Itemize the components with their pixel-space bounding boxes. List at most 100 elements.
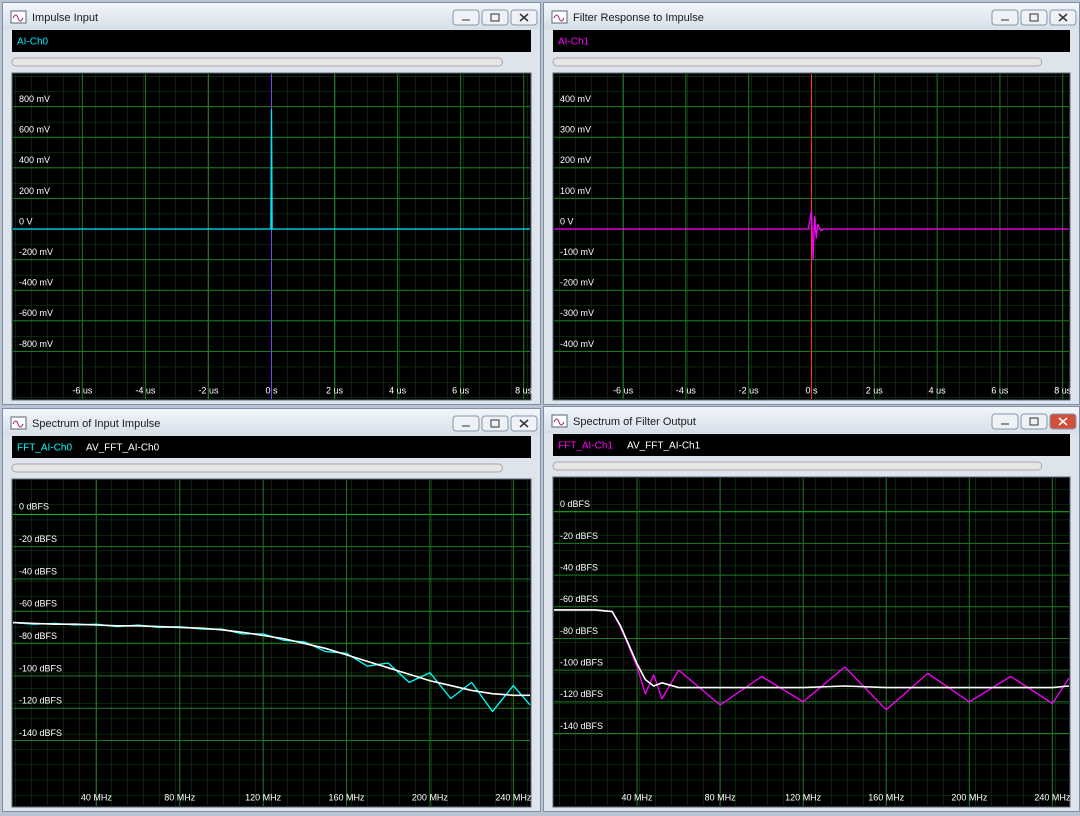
series-line: [554, 209, 1069, 261]
maximize-glyph: [1029, 13, 1039, 22]
minimize-button[interactable]: [452, 415, 480, 432]
maximize-glyph: [490, 13, 500, 22]
window-icon-wave: [553, 14, 565, 22]
x-tick-label: 200 MHz: [412, 792, 449, 802]
legend-strip: [553, 434, 1070, 456]
maximize-button[interactable]: [481, 9, 509, 26]
y-tick-label: 400 mV: [560, 94, 591, 104]
y-tick-label: -80 dBFS: [560, 626, 598, 636]
window-icon-wave: [12, 14, 24, 22]
window-title: Filter Response to Impulse: [573, 12, 704, 24]
scroll-bar[interactable]: [11, 463, 503, 473]
close-glyph: [519, 419, 529, 428]
x-tick-label: -4 us: [676, 385, 697, 395]
x-tick-label: 4 us: [389, 385, 407, 395]
x-tick-label: 40 MHz: [622, 792, 654, 802]
x-tick-label: 2 us: [326, 385, 344, 395]
y-tick-label: 800 mV: [19, 94, 50, 104]
series-line: [554, 609, 1070, 689]
maximize-button[interactable]: [1020, 9, 1048, 26]
x-tick-label: -4 us: [135, 385, 156, 395]
x-tick-label: -6 us: [613, 385, 634, 395]
legend-label: AV_FFT_AI-Ch1: [627, 441, 701, 452]
scroll-bar[interactable]: [552, 461, 1043, 471]
y-tick-label: 300 mV: [560, 125, 591, 135]
legend-label: AV_FFT_AI-Ch0: [86, 443, 160, 454]
y-tick-label: 200 mV: [19, 186, 50, 196]
y-tick-label: -140 dBFS: [19, 728, 62, 738]
y-tick-label: -120 dBFS: [560, 689, 603, 699]
y-tick-label: 0 V: [19, 216, 33, 226]
x-tick-label: 80 MHz: [164, 792, 196, 802]
x-tick-label: 8 us: [515, 385, 533, 395]
x-tick-label: 6 us: [452, 385, 470, 395]
x-tick-label: -2 us: [198, 385, 219, 395]
maximize-glyph: [1029, 417, 1039, 426]
legend-strip: [12, 30, 531, 52]
window-title: Impulse Input: [32, 12, 98, 24]
close-glyph: [1058, 417, 1068, 426]
y-tick-label: -200 mV: [560, 278, 594, 288]
x-tick-label: 160 MHz: [329, 792, 366, 802]
title-bar: [3, 3, 540, 29]
x-tick-label: 6 us: [991, 385, 1009, 395]
y-tick-label: 100 mV: [560, 186, 591, 196]
title-bar: [3, 409, 540, 435]
x-tick-label: 80 MHz: [705, 792, 737, 802]
close-glyph: [519, 13, 529, 22]
y-tick-label: -60 dBFS: [560, 594, 598, 604]
y-tick-label: -300 mV: [560, 308, 594, 318]
y-tick-label: -20 dBFS: [19, 534, 57, 544]
maximize-button[interactable]: [481, 415, 509, 432]
title-bar: [544, 407, 1079, 433]
y-tick-label: -200 mV: [19, 247, 53, 257]
minor-grid: [13, 480, 530, 806]
x-tick-label: 200 MHz: [951, 792, 988, 802]
x-tick-label: 120 MHz: [245, 792, 282, 802]
y-tick-label: -100 dBFS: [19, 663, 62, 673]
x-tick-label: -2 us: [739, 385, 760, 395]
minimize-button[interactable]: [452, 9, 480, 26]
scroll-bar[interactable]: [552, 57, 1043, 67]
y-tick-label: -40 dBFS: [560, 562, 598, 572]
y-tick-label: -60 dBFS: [19, 599, 57, 609]
y-tick-label: 600 mV: [19, 125, 50, 135]
y-tick-label: -400 mV: [19, 278, 53, 288]
y-tick-label: -80 dBFS: [19, 631, 57, 641]
x-tick-label: 160 MHz: [868, 792, 905, 802]
legend-label: AI-Ch1: [558, 37, 590, 48]
y-tick-label: -140 dBFS: [560, 721, 603, 731]
y-tick-label: -100 dBFS: [560, 658, 603, 668]
y-tick-label: 200 mV: [560, 155, 591, 165]
x-tick-label: 4 us: [929, 385, 947, 395]
x-tick-label: 40 MHz: [81, 792, 113, 802]
y-tick-label: -600 mV: [19, 308, 53, 318]
legend-label: AI-Ch0: [17, 37, 49, 48]
x-tick-label: 240 MHz: [495, 792, 532, 802]
y-tick-label: -800 mV: [19, 339, 53, 349]
y-tick-label: 0 dBFS: [560, 499, 590, 509]
window-icon-wave: [12, 420, 24, 428]
legend-label: FFT_AI-Ch0: [17, 443, 72, 454]
x-tick-label: 8 us: [1054, 385, 1072, 395]
series-line: [13, 109, 530, 230]
minor-grid: [554, 478, 1069, 806]
minimize-button[interactable]: [991, 9, 1019, 26]
title-bar: [544, 3, 1079, 29]
y-tick-label: -20 dBFS: [560, 531, 598, 541]
y-tick-label: -400 mV: [560, 339, 594, 349]
legend-strip: [12, 436, 531, 458]
series-line: [12, 621, 530, 697]
window-icon-wave: [553, 418, 565, 426]
x-tick-label: 240 MHz: [1034, 792, 1071, 802]
scroll-bar[interactable]: [11, 57, 503, 67]
close-glyph: [1058, 13, 1068, 22]
legend-label: FFT_AI-Ch1: [558, 441, 613, 452]
y-tick-label: -40 dBFS: [19, 566, 57, 576]
x-tick-label: -6 us: [72, 385, 93, 395]
minimize-button[interactable]: [991, 413, 1019, 430]
y-tick-label: 0 dBFS: [19, 502, 49, 512]
maximize-button[interactable]: [1020, 413, 1048, 430]
y-tick-label: -100 mV: [560, 247, 594, 257]
